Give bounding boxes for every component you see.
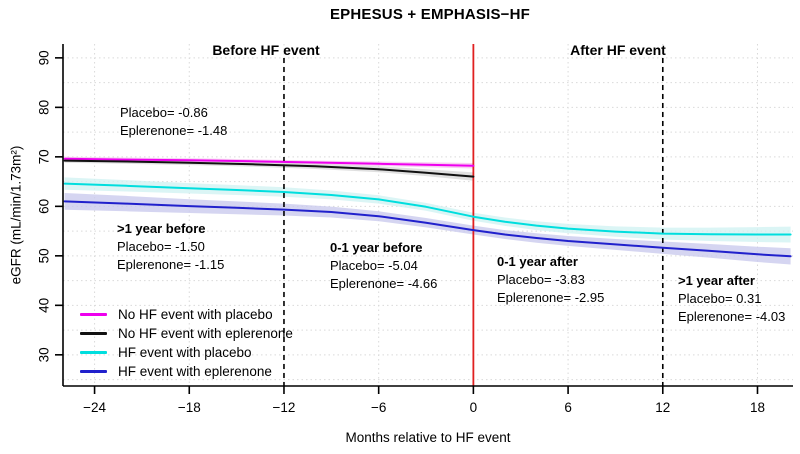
x-tick-label: −12 xyxy=(273,400,296,415)
legend-line-swatch xyxy=(80,313,107,316)
region-label-before-hf: Before HF event xyxy=(212,42,320,58)
series-line xyxy=(63,157,475,167)
annotation-line: Placebo= -1.50 xyxy=(117,239,205,254)
legend-item-hf-placebo: HF event with placebo xyxy=(80,343,293,362)
y-tick-label: 50 xyxy=(37,248,52,263)
chart-title: EPHESUS + EMPHASIS−HF xyxy=(329,6,531,23)
x-tick-label: 0 xyxy=(470,400,478,415)
y-tick-label: 70 xyxy=(37,149,52,164)
legend-line-swatch xyxy=(80,351,107,354)
annotation-heading: 0-1 year before xyxy=(330,240,423,255)
annotation-line: Eplerenone= -2.95 xyxy=(497,290,605,305)
legend-item-hf-eplerenone: HF event with eplerenone xyxy=(80,362,293,381)
annotation-no-hf-slopes: Placebo= -0.86 Eplerenone= -1.48 xyxy=(120,104,227,140)
annotation-line: Placebo= -5.04 xyxy=(330,258,418,273)
legend-label: HF event with eplerenone xyxy=(118,364,272,379)
y-tick-label: 80 xyxy=(37,100,52,115)
annotation-gt1yr-after: >1 year after Placebo= 0.31 Eplerenone= … xyxy=(678,272,785,326)
y-tick-label: 40 xyxy=(37,298,52,313)
annotation-heading: 0-1 year after xyxy=(497,254,578,269)
legend-label: No HF event with placebo xyxy=(118,307,273,322)
x-tick-label: −18 xyxy=(178,400,201,415)
x-tick-label: −24 xyxy=(83,400,106,415)
x-axis-title: Months relative to HF event xyxy=(345,430,511,445)
confidence-band xyxy=(64,177,791,243)
annotation-heading: >1 year before xyxy=(117,221,206,236)
region-label-after-hf: After HF event xyxy=(570,42,666,58)
series-line xyxy=(63,182,792,236)
y-tick-label: 60 xyxy=(37,199,52,214)
series-line xyxy=(63,159,475,178)
series-line xyxy=(63,200,792,258)
annotation-0-1yr-after: 0-1 year after Placebo= -3.83 Eplerenone… xyxy=(497,253,604,307)
x-tick-label: 12 xyxy=(655,400,670,415)
legend: No HF event with placebo No HF event wit… xyxy=(80,305,293,381)
y-tick-label: 90 xyxy=(37,50,52,65)
x-tick-label: 18 xyxy=(750,400,765,415)
annotation-line: Placebo= 0.31 xyxy=(678,291,762,306)
confidence-band xyxy=(64,158,474,181)
legend-line-swatch xyxy=(80,332,107,335)
annotation-line: Eplerenone= -1.15 xyxy=(117,257,225,272)
annotation-gt1yr-before: >1 year before Placebo= -1.50 Eplerenone… xyxy=(117,220,224,274)
legend-label: No HF event with eplerenone xyxy=(118,326,293,341)
annotation-line: Eplerenone= -4.03 xyxy=(678,309,786,324)
annotation-line: Placebo= -0.86 xyxy=(120,105,208,120)
legend-item-no-hf-eplerenone: No HF event with eplerenone xyxy=(80,324,293,343)
confidence-band xyxy=(64,193,791,265)
legend-line-swatch xyxy=(80,370,107,373)
legend-item-no-hf-placebo: No HF event with placebo xyxy=(80,305,293,324)
y-axis-title: eGFR (mL/min/1.73m²) xyxy=(8,145,24,285)
annotation-line: Eplerenone= -4.66 xyxy=(330,276,438,291)
annotation-heading: >1 year after xyxy=(678,273,755,288)
legend-label: HF event with placebo xyxy=(118,345,252,360)
x-tick-label: 6 xyxy=(564,400,572,415)
y-tick-label: 30 xyxy=(37,347,52,362)
annotation-line: Placebo= -3.83 xyxy=(497,272,585,287)
annotation-line: Eplerenone= -1.48 xyxy=(120,123,228,138)
annotation-0-1yr-before: 0-1 year before Placebo= -5.04 Eplerenon… xyxy=(330,239,437,293)
x-tick-label: −6 xyxy=(371,400,386,415)
